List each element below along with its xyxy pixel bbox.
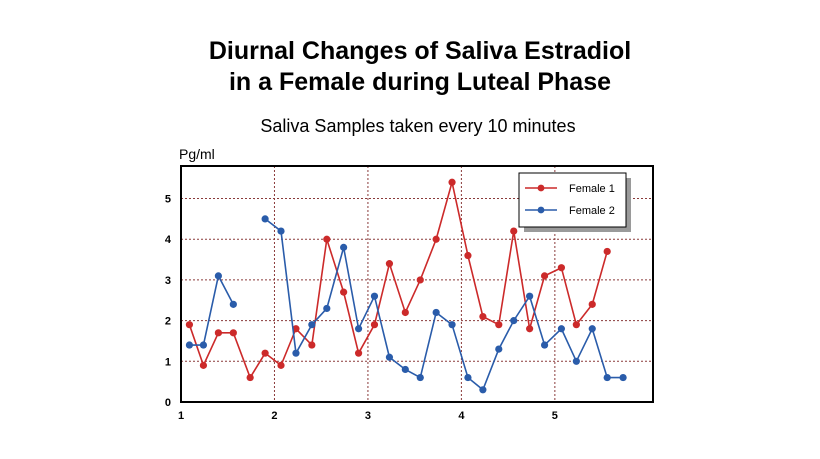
female-2-point [370, 292, 379, 300]
female-1-point [323, 235, 331, 243]
female-1-point [308, 341, 316, 349]
female-1-point [261, 349, 269, 357]
female-2-point [603, 373, 611, 382]
female-2-line [189, 273, 235, 346]
female-2-point [479, 386, 487, 394]
y-tick-label: 3 [165, 275, 171, 287]
female-1-point [185, 321, 194, 329]
female-1-point [354, 349, 363, 357]
female-1-point [557, 264, 566, 272]
legend: Female 1 Female 2 [518, 172, 627, 228]
female-1-point [510, 227, 518, 235]
female-1-point [479, 312, 487, 321]
female-2-point [214, 272, 222, 280]
female-2-point [354, 325, 363, 333]
y-tick-label: 0 [165, 397, 171, 409]
female-2-point [199, 341, 208, 349]
chart-title: Diurnal Changes of Saliva Estradiol in a… [0, 36, 820, 98]
female-1-point [432, 235, 440, 243]
female-2-point [495, 345, 503, 353]
legend-marker [537, 206, 545, 214]
x-tick-label: 3 [365, 410, 371, 422]
female-1-point [448, 178, 456, 186]
plot-frame [180, 165, 654, 403]
legend-label: Female 1 [569, 183, 615, 195]
female-1-point [464, 251, 472, 260]
x-tick-label: 1 [178, 410, 184, 422]
female-2-point [432, 308, 440, 317]
y-tick-label: 1 [165, 356, 171, 368]
female-1-point [385, 260, 394, 268]
female-1-point [370, 321, 379, 329]
female-1-point [229, 329, 237, 337]
female-1-point [246, 373, 254, 382]
female-2-series [185, 215, 627, 394]
x-tick-label: 5 [552, 410, 558, 422]
female-2-point [185, 341, 194, 349]
legend-label: Female 2 [569, 205, 615, 217]
female-2-point [277, 227, 285, 235]
female-1-point [277, 361, 285, 369]
female-1-point [572, 321, 580, 329]
female-1-point [416, 276, 424, 284]
female-1-point [340, 288, 348, 296]
y-tick-label: 4 [165, 234, 172, 246]
y-tick-label: 5 [165, 194, 171, 206]
female-2-point [323, 304, 331, 313]
female-1-series [185, 178, 611, 382]
female-1-line [188, 182, 608, 380]
female-2-point [448, 321, 456, 329]
female-1-point [526, 325, 534, 333]
chart-title-line-1: Diurnal Changes of Saliva Estradiol [208, 37, 632, 65]
legend-marker [537, 184, 545, 192]
female-2-point [401, 365, 409, 374]
chart-title-line-2: in a Female during Luteal Phase [228, 68, 612, 96]
female-2-line [264, 218, 624, 392]
female-1-point [214, 329, 222, 337]
female-1-point [588, 300, 596, 308]
female-1-point [199, 361, 208, 369]
x-tick-label: 2 [271, 410, 277, 422]
female-2-point [619, 373, 627, 382]
female-1-point [401, 308, 409, 317]
female-2-point [464, 373, 472, 382]
female-1-point [495, 321, 503, 329]
female-2-point [557, 325, 566, 333]
female-1-point [292, 325, 300, 333]
female-2-point [588, 325, 596, 333]
female-2-point [385, 353, 394, 361]
y-axis-unit-label: Pg/ml [179, 146, 215, 162]
y-tick-label: 2 [165, 316, 171, 328]
female-1-point [603, 247, 611, 256]
female-2-point [572, 357, 580, 365]
female-2-point [416, 373, 424, 382]
female-2-point [229, 300, 237, 308]
x-tick-label: 4 [458, 410, 465, 422]
chart-subtitle: Saliva Samples taken every 10 minutes [260, 116, 576, 136]
female-1-point [540, 272, 549, 280]
female-2-point [261, 215, 269, 223]
female-2-point [292, 349, 300, 357]
female-2-point [308, 321, 316, 329]
legend-box [518, 172, 627, 228]
female-2-point [510, 317, 518, 325]
female-2-point [340, 243, 348, 251]
female-2-point [526, 292, 534, 300]
female-2-point [540, 341, 549, 349]
